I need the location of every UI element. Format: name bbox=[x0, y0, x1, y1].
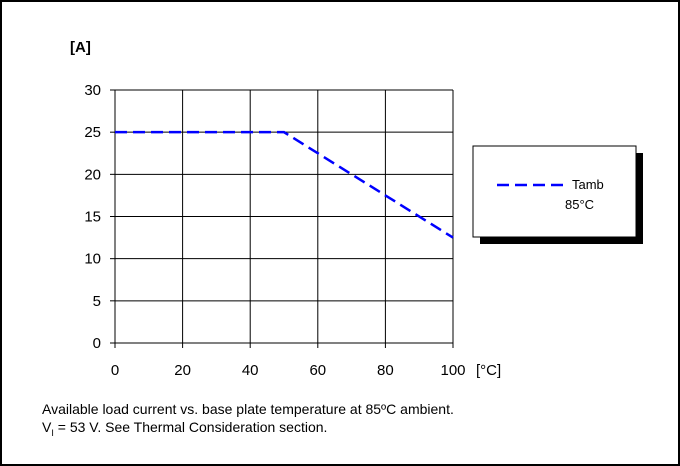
y-axis-label: [A] bbox=[70, 39, 91, 56]
caption-line-2-subscript: I bbox=[51, 427, 54, 438]
y-tick-label-5: 5 bbox=[93, 293, 101, 310]
legend: Tamb 85°C bbox=[472, 145, 643, 244]
legend-label-line1: Tamb bbox=[572, 177, 604, 192]
caption-line-1: Available load current vs. base plate te… bbox=[42, 401, 454, 417]
x-tick-label-40: 40 bbox=[242, 362, 259, 379]
x-tick-label-20: 20 bbox=[174, 362, 191, 379]
y-tick-label-10: 10 bbox=[84, 251, 101, 268]
caption-line-2: VI = 53 V. See Thermal Consideration sec… bbox=[42, 418, 454, 442]
y-tick-label-0: 0 bbox=[93, 335, 101, 352]
grid-lines bbox=[115, 89, 454, 343]
y-tick-label-20: 20 bbox=[84, 166, 101, 183]
y-tick-label-15: 15 bbox=[84, 209, 101, 226]
axes bbox=[110, 89, 454, 348]
x-tick-label-80: 80 bbox=[377, 362, 394, 379]
figure-caption: Available load current vs. base plate te… bbox=[42, 400, 454, 442]
caption-line-2-prefix: V bbox=[42, 419, 52, 435]
legend-box bbox=[472, 145, 637, 238]
y-tick-labels: 0 5 10 15 20 25 30 bbox=[84, 82, 101, 352]
x-tick-label-0: 0 bbox=[111, 362, 119, 379]
x-tick-label-60: 60 bbox=[309, 362, 326, 379]
series-group bbox=[115, 130, 454, 239]
series-line-0 bbox=[115, 130, 454, 239]
caption-line-2-rest: = 53 V. See Thermal Consideration sectio… bbox=[53, 419, 328, 435]
x-tick-labels: 0 20 40 60 80 100 bbox=[111, 362, 466, 379]
x-tick-label-100: 100 bbox=[440, 362, 465, 379]
x-axis-unit-label: [°C] bbox=[476, 362, 501, 379]
y-tick-label-30: 30 bbox=[84, 82, 101, 99]
y-tick-label-25: 25 bbox=[84, 124, 101, 141]
legend-label-line2: 85°C bbox=[565, 197, 594, 212]
